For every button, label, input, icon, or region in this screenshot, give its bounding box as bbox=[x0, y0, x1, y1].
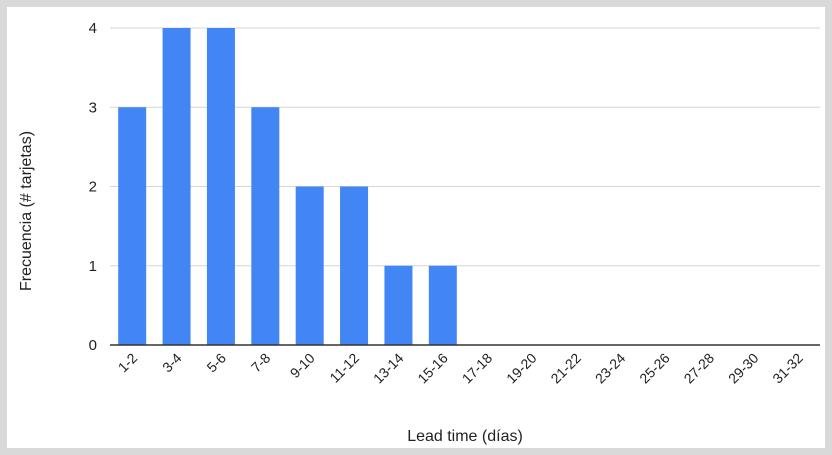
x-tick-label: 19-20 bbox=[503, 350, 540, 387]
y-tick-label: 2 bbox=[89, 179, 97, 196]
y-tick-label: 1 bbox=[89, 258, 97, 275]
x-tick-label: 13-14 bbox=[370, 350, 407, 387]
x-tick-label: 17-18 bbox=[459, 350, 496, 387]
x-tick-label: 11-12 bbox=[326, 350, 362, 386]
x-tick-label: 25-26 bbox=[636, 350, 673, 387]
x-tick-label: 23-24 bbox=[592, 350, 629, 387]
x-tick-label: 3-4 bbox=[159, 350, 185, 376]
bar bbox=[251, 107, 280, 345]
y-tick-label: 0 bbox=[89, 337, 97, 354]
bar bbox=[295, 186, 324, 345]
bar bbox=[118, 107, 147, 345]
x-tick-label: 15-16 bbox=[414, 350, 451, 387]
bar bbox=[384, 265, 413, 345]
bar bbox=[340, 186, 369, 345]
bar bbox=[162, 28, 191, 345]
y-axis-title: Frecuencia (# tarjetas) bbox=[18, 131, 35, 291]
x-tick-label: 7-8 bbox=[248, 350, 274, 376]
bar bbox=[428, 265, 457, 345]
x-tick-label: 5-6 bbox=[203, 350, 229, 376]
x-tick-labels: 1-2 3-4 5-6 7-8 9-10 11-12 13-14 15-16 17-18 19-2… bbox=[115, 350, 806, 387]
x-tick-label: 27-28 bbox=[681, 350, 718, 387]
x-tick-label: 29-30 bbox=[725, 350, 762, 387]
histogram-chart: 0 1 2 3 4 1-2 3-4 5-6 7-8 9-10 11-12 13-14 15-16 17-… bbox=[18, 20, 820, 445]
y-tick-label: 4 bbox=[89, 20, 97, 37]
x-axis-title: Lead time (días) bbox=[407, 428, 523, 445]
bars bbox=[118, 28, 457, 345]
chart-frame: 0 1 2 3 4 1-2 3-4 5-6 7-8 9-10 11-12 13-14 15-16 17-… bbox=[7, 7, 825, 448]
x-tick-label: 9-10 bbox=[287, 350, 318, 381]
x-tick-label: 31-32 bbox=[769, 350, 806, 387]
x-tick-label: 21-22 bbox=[547, 350, 584, 387]
y-tick-labels: 0 1 2 3 4 bbox=[89, 20, 97, 354]
x-tick-label: 1-2 bbox=[115, 350, 141, 376]
bar bbox=[206, 28, 235, 345]
y-tick-label: 3 bbox=[89, 99, 97, 116]
